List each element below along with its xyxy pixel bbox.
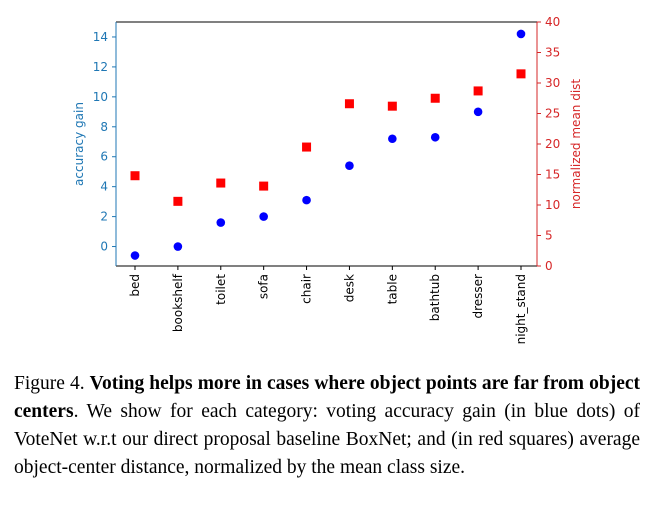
red-square (473, 86, 483, 96)
figure-caption: Figure 4. Voting helps more in cases whe… (14, 370, 640, 482)
left-tick-label: 4 (100, 180, 108, 194)
blue-dot (216, 218, 226, 227)
data-points (130, 29, 526, 260)
blue-dot (173, 242, 183, 251)
caption-text: . We show for each category: voting accu… (14, 401, 640, 478)
red-square (387, 101, 397, 111)
red-square (216, 178, 226, 188)
right-tick-label: 25 (545, 107, 560, 121)
x-tick-label: table (385, 274, 399, 304)
x-tick-label: desk (342, 274, 356, 302)
x-tick-label: chair (300, 274, 314, 304)
caption-prefix: Figure 4. (14, 373, 85, 394)
x-axis: bed bookshelf toilet sofa chair desk table bath… (128, 266, 528, 344)
caption-bold: Voting helps more in cases where object … (14, 373, 640, 422)
x-tick-label: night_stand (514, 274, 528, 344)
left-y-axis: 0 2 4 6 8 10 12 14 (93, 30, 116, 254)
red-square (430, 93, 440, 103)
plot-frame (115, 21, 538, 267)
right-tick-label: 20 (545, 137, 560, 151)
left-tick-label: 8 (100, 120, 108, 134)
blue-dot (473, 107, 483, 117)
blue-dot (259, 212, 268, 221)
blue-dot (302, 195, 311, 205)
right-axis-label: normalized mean dist (569, 79, 583, 210)
left-axis-label: accuracy gain (72, 102, 86, 186)
left-tick-label: 10 (93, 90, 108, 104)
x-tick-label: sofa (257, 274, 271, 299)
blue-dot (430, 132, 440, 142)
x-tick-label: bookshelf (171, 273, 185, 332)
blue-dot (345, 161, 354, 171)
right-tick-label: 10 (545, 198, 560, 212)
red-square (130, 171, 140, 181)
chart: 0 2 4 6 8 10 12 14 0 5 10 15 20 25 30 35 40 bed bookshel… (72, 15, 583, 344)
x-tick-label: bathtub (428, 274, 442, 321)
left-tick-label: 2 (100, 210, 108, 224)
red-square (259, 181, 269, 191)
x-tick-label: toilet (214, 274, 228, 305)
right-tick-label: 40 (545, 15, 560, 29)
x-tick-label: bed (128, 274, 142, 297)
right-tick-label: 5 (545, 229, 553, 243)
red-square (302, 142, 312, 152)
left-tick-label: 14 (93, 30, 108, 44)
left-tick-label: 0 (100, 240, 108, 254)
red-square (516, 69, 526, 79)
red-square (173, 196, 183, 206)
left-tick-label: 12 (93, 60, 108, 74)
left-tick-label: 6 (100, 150, 108, 164)
x-tick-label: dresser (471, 274, 485, 319)
red-square (344, 99, 354, 109)
blue-dot (516, 29, 526, 39)
blue-dot (388, 134, 397, 144)
right-tick-label: 35 (545, 46, 560, 60)
right-tick-label: 15 (545, 168, 560, 182)
right-tick-label: 30 (545, 76, 560, 90)
blue-dot (130, 251, 140, 260)
right-tick-label: 0 (545, 259, 553, 273)
right-y-axis: 0 5 10 15 20 25 30 35 40 (537, 15, 560, 273)
